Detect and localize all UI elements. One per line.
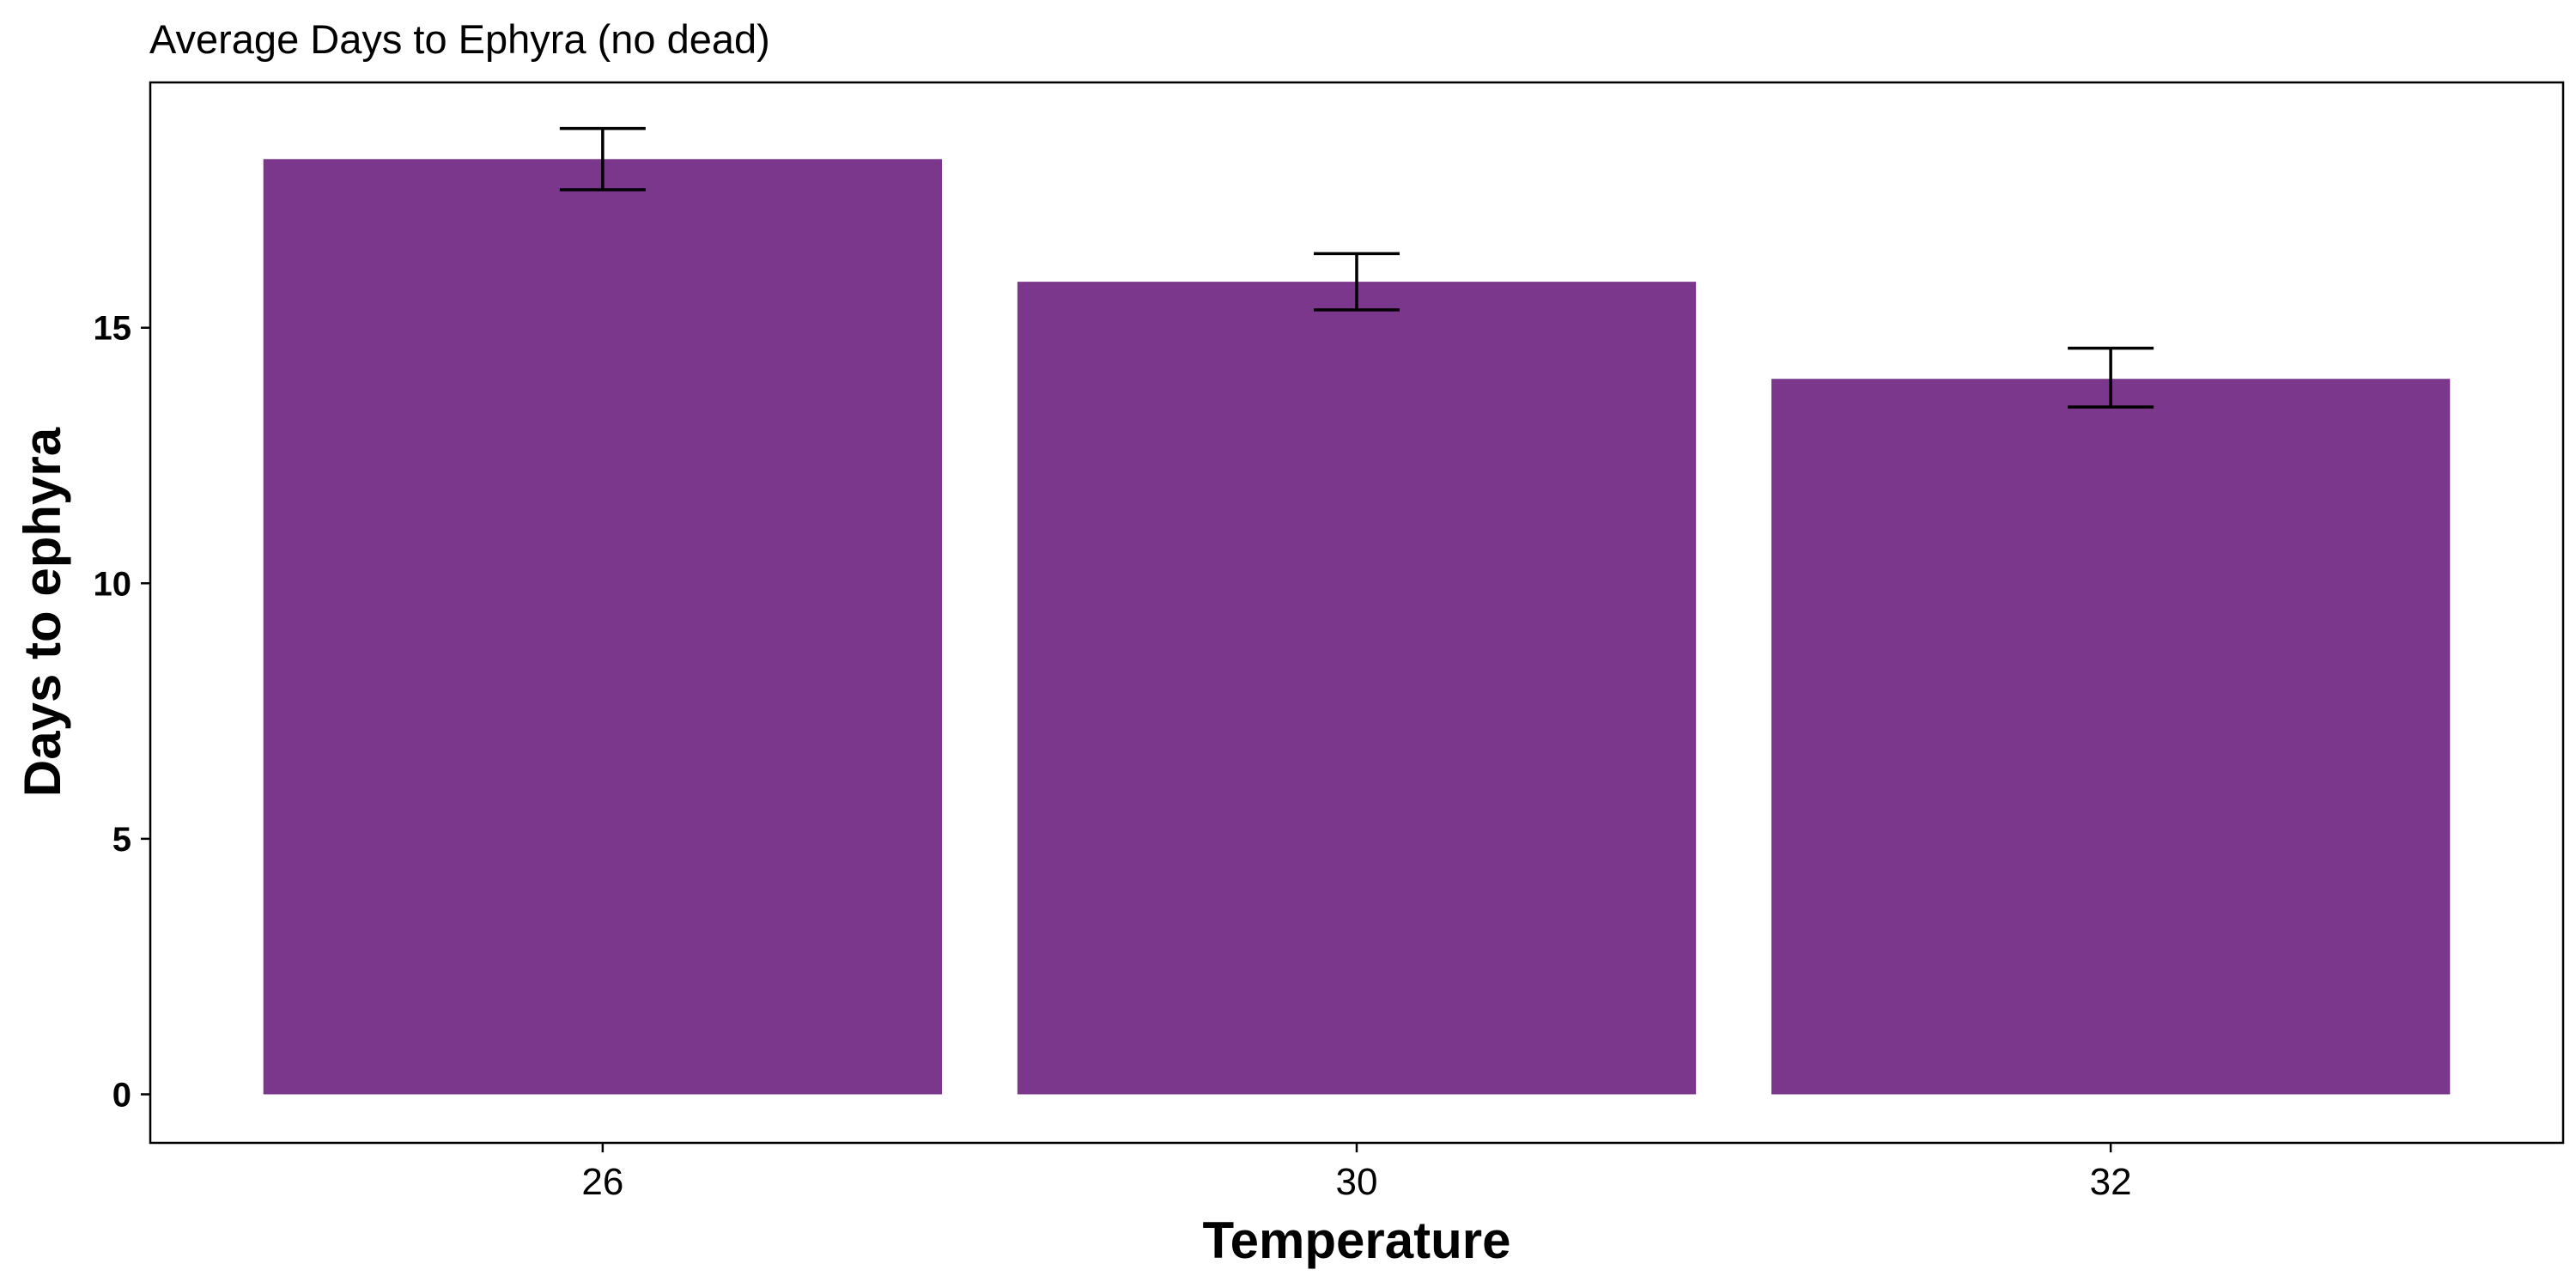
x-tick-label: 30: [1336, 1161, 1378, 1203]
bar-26: [263, 159, 943, 1095]
error-bar-26: [559, 126, 646, 191]
y-tick-label: 5: [112, 821, 131, 859]
error-bar-32: [2068, 346, 2154, 409]
bar-32: [1771, 379, 2451, 1095]
x-axis: 26 30 32: [581, 1143, 2132, 1203]
bars-layer: [263, 159, 2451, 1095]
y-tick-label: 0: [112, 1076, 131, 1114]
x-axis-title: Temperature: [1202, 1212, 1510, 1269]
chart-title: Average Days to Ephyra (no dead): [149, 16, 770, 62]
y-tick-label: 10: [94, 565, 132, 603]
y-tick-label: 15: [94, 310, 132, 348]
bar-30: [1017, 282, 1697, 1095]
error-bars-layer: [559, 126, 2154, 409]
y-axis-title: Days to ephyra: [14, 427, 71, 797]
y-axis: 0 5 10 15: [94, 310, 150, 1114]
error-bar-30: [1314, 252, 1400, 312]
x-tick-label: 32: [2090, 1161, 2132, 1203]
x-tick-label: 26: [581, 1161, 623, 1203]
